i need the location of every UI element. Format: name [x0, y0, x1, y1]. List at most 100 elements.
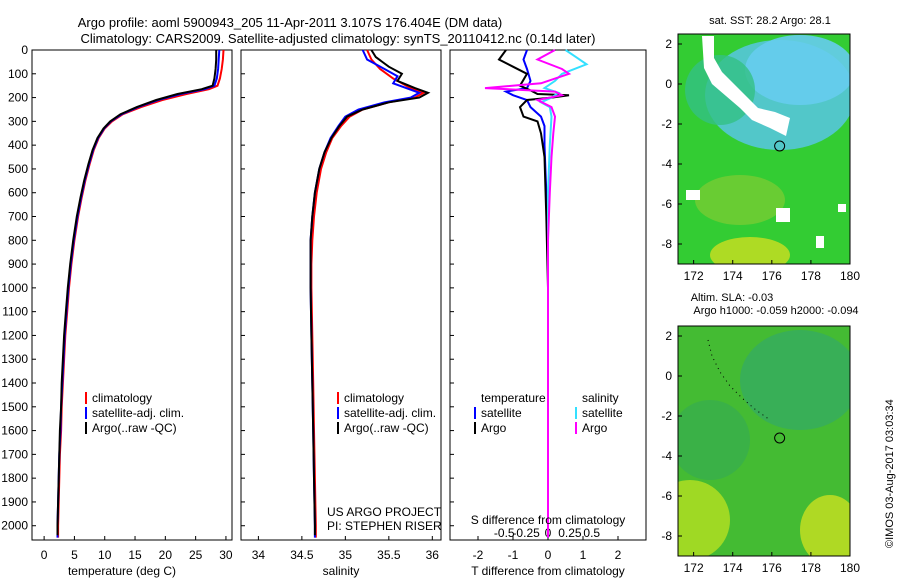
top-tick-label: -0.25 [512, 526, 540, 540]
sst-mask-patch [686, 190, 700, 200]
legend-salinity-title: salinity [582, 391, 619, 405]
map-lon-label: 178 [801, 561, 821, 575]
depth-tick-label: 800 [8, 233, 28, 247]
temperature-panel-frame [31, 49, 233, 541]
x-tick-label: 36 [426, 548, 440, 562]
depth-tick-label: 300 [8, 114, 28, 128]
depth-tick-label: 1200 [1, 328, 28, 342]
sst-mask-patch [816, 236, 824, 248]
map-lat-label: -2 [661, 117, 672, 131]
legend-climatology: climatology [92, 391, 152, 405]
series-line-salinity-argo [484, 49, 572, 538]
sst-map-title: sat. SST: 28.2 Argo: 28.1 [709, 15, 831, 27]
x-tick-label: 0 [41, 548, 48, 562]
x-tick-label: 20 [159, 548, 173, 562]
sla-map-frame [677, 325, 851, 557]
map-lat-label: -8 [661, 237, 672, 251]
salinity-legend: climatology satellite-adj. clim. Argo(..… [337, 391, 436, 435]
sla-map-axes: 172 174 176 178 180 2 0 -2 -4 -6 -8 [661, 329, 860, 575]
difference-xlabel: T difference from climatology [471, 564, 625, 578]
depth-tick-label: 1100 [2, 305, 28, 319]
map-lat-label: -2 [661, 409, 672, 423]
depth-tick-label: 1800 [1, 471, 28, 485]
legend-satellite: satellite-adj. clim. [92, 406, 184, 420]
map-lon-label: 180 [840, 561, 860, 575]
map-lat-label: 2 [665, 37, 672, 51]
x-tick-label: 10 [98, 548, 112, 562]
x-tick-label: 1 [580, 548, 587, 562]
depth-tick-label: 1000 [1, 281, 28, 295]
map-lon-label: 176 [762, 561, 782, 575]
temperature-legend: climatology satellite-adj. clim. Argo(..… [85, 391, 184, 435]
sla-sw-yellow [678, 480, 730, 556]
sst-mask-patch [838, 204, 846, 212]
sst-mask-patch [776, 208, 790, 222]
legend-temp-satellite: satellite [481, 406, 522, 420]
sla-map-image [678, 326, 850, 556]
x-tick-label: 0 [545, 548, 552, 562]
series-line-satellite [309, 49, 422, 538]
sst-land-mask [702, 36, 790, 136]
depth-tick-label: 500 [8, 162, 28, 176]
sst-map-axes: 172 174 176 178 180 2 0 -2 -4 -6 -8 [661, 37, 860, 283]
x-tick-label: 35.5 [377, 548, 401, 562]
top-tick-label: 0.25 [558, 526, 582, 540]
map-lat-label: -6 [661, 197, 672, 211]
legend-argo: Argo(..raw -QC) [344, 421, 429, 435]
depth-tick-label: 200 [8, 91, 28, 105]
legend-temp-argo: Argo [481, 421, 507, 435]
series-line-argo [56, 50, 218, 536]
credit-pi: PI: STEPHEN RISER [327, 519, 442, 533]
depth-tick-label: 1400 [1, 376, 28, 390]
temperature-plot: 0 5 10 15 20 25 30 [41, 49, 233, 562]
x-tick-label: -2 [473, 548, 484, 562]
sla-map-title-line1: Altim. SLA: -0.03 [691, 292, 774, 304]
depth-tick-label: 1500 [1, 400, 28, 414]
sla-west-patch [678, 400, 750, 480]
series-line-argo [309, 49, 431, 536]
map-lon-label: 172 [684, 561, 704, 575]
depth-tick-label: 0 [21, 43, 28, 57]
difference-legend: temperature satellite Argo salinity sate… [474, 391, 623, 435]
legend-climatology: climatology [344, 391, 404, 405]
x-tick-label: 35 [339, 548, 353, 562]
map-lon-label: 176 [762, 269, 782, 283]
map-lon-label: 172 [684, 269, 704, 283]
sst-map-image [678, 34, 850, 264]
sst-warm-core [745, 35, 850, 105]
map-lon-label: 178 [801, 269, 821, 283]
sst-argo-position-marker [774, 140, 786, 152]
x-tick-label: 2 [615, 548, 622, 562]
difference-plot: -2 -1 0 1 2-0.5-0.25 0 0.25 0.5 [473, 49, 622, 562]
legend-satellite: satellite-adj. clim. [344, 406, 436, 420]
series-line-temperature-satellite [502, 49, 549, 538]
map-lat-label: -4 [661, 157, 672, 171]
map-lat-label: 0 [665, 77, 672, 91]
credit-project: US ARGO PROJECT [327, 505, 442, 519]
difference-xlabel-top: S difference from climatology [471, 513, 626, 527]
sla-se-yellow [800, 495, 850, 556]
x-tick-label: 25 [189, 548, 203, 562]
map-lon-label: 174 [723, 269, 743, 283]
depth-tick-label: 600 [8, 186, 28, 200]
temperature-xlabel: temperature (deg C) [68, 564, 176, 578]
depth-tick-label: 1900 [1, 495, 28, 509]
x-tick-label: 34 [252, 548, 266, 562]
map-lat-label: -6 [661, 489, 672, 503]
legend-sal-satellite: satellite [582, 406, 623, 420]
sst-south-patch [695, 175, 785, 225]
map-lon-label: 180 [840, 269, 860, 283]
top-tick-label: -0.5 [494, 526, 515, 540]
sla-east-patch [740, 330, 850, 430]
depth-tick-label: 700 [8, 210, 28, 224]
sla-argo-position-marker [774, 432, 786, 444]
map-lon-label: 174 [723, 561, 743, 575]
depth-tick-label: 1300 [1, 352, 28, 366]
title-line1: Argo profile: aoml 5900943_205 11-Apr-20… [78, 15, 502, 30]
depth-tick-label: 900 [8, 257, 28, 271]
x-tick-label: -1 [508, 548, 519, 562]
sst-map-frame [677, 33, 851, 265]
depth-tick-label: 2000 [1, 519, 28, 533]
depth-axis: 0 100 200 300 400 500 600 700 800 900 1000 1100 1200… [1, 43, 454, 533]
